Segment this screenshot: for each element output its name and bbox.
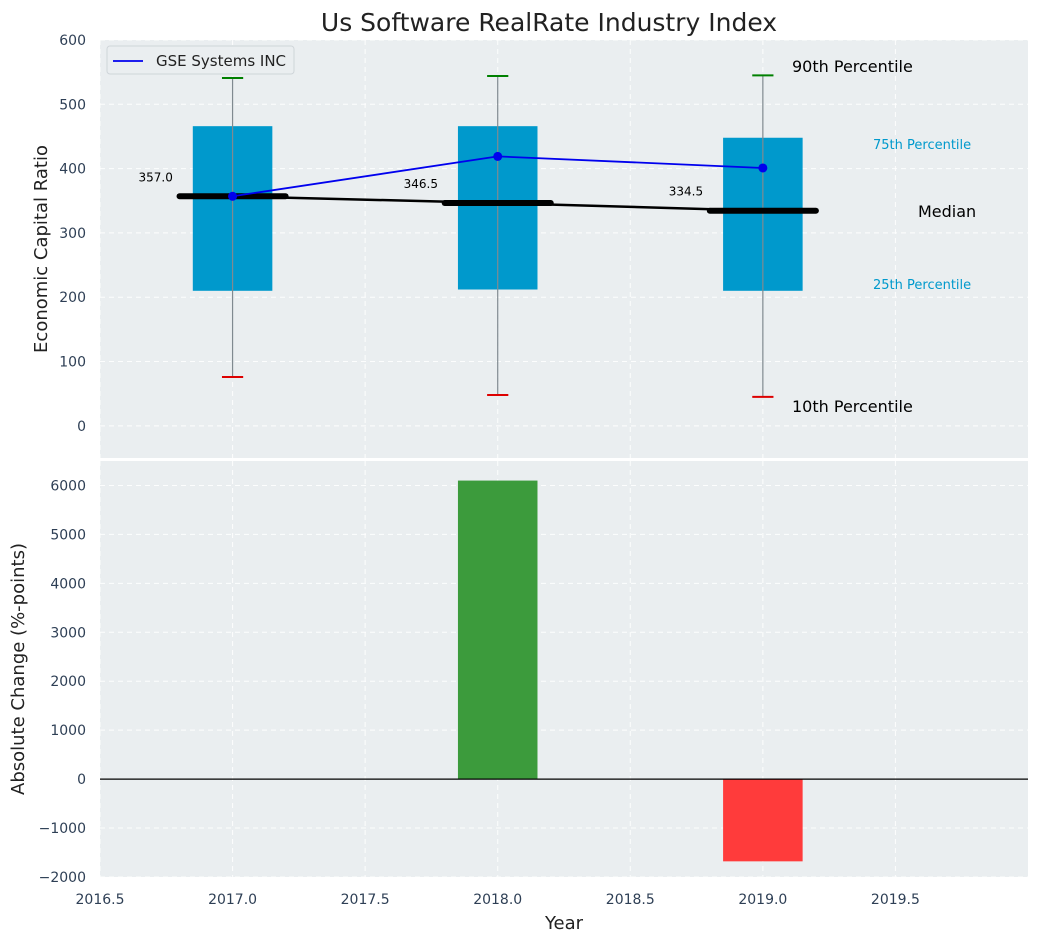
bottom-y-tick-label: 3000 [50,625,86,641]
top-y-tick-label: 300 [59,226,86,242]
bottom-y-tick-label: 1000 [50,723,86,739]
top-y-axis-label: Economic Capital Ratio [31,145,52,353]
median-value-label: 346.5 [404,177,438,191]
bottom-y-axis-label: Absolute Change (%-points) [8,543,29,795]
company-point [493,151,503,161]
top-y-tick-label: 500 [59,97,86,113]
bottom-panel-marks [100,480,1028,862]
x-tick-label: 2018.5 [606,892,655,908]
bottom-y-tick-label: 4000 [50,576,86,592]
annotation-90th-percentile: 90th Percentile [792,57,913,76]
x-tick-label: 2019.0 [738,892,787,908]
bottom-panel-background [100,461,1028,877]
median-value-label: 334.5 [669,185,703,199]
x-tick-label: 2019.5 [871,892,920,908]
company-point [228,191,238,201]
bottom-y-tick-label: −2000 [39,870,86,886]
x-axis-label: Year [544,913,584,934]
negative-change-bar [723,779,803,862]
top-y-tick-label: 100 [59,355,86,371]
x-axis-ticks: 2016.5 2017.0 2017.5 2018.0 2018.5 2019.0 2019… [76,892,920,908]
bottom-y-tick-label: 2000 [50,674,86,690]
top-y-axis-ticks: 0 100 200 300 400 500 600 [59,33,86,435]
x-tick-label: 2016.5 [76,892,125,908]
top-y-tick-label: 400 [59,162,86,178]
chart-title: Us Software RealRate Industry Index [321,8,777,37]
positive-change-bar [457,480,538,780]
bottom-y-tick-label: −1000 [39,821,86,837]
top-y-tick-label: 0 [77,419,86,435]
x-tick-label: 2017.5 [341,892,390,908]
company-point [758,163,768,173]
legend-box [106,45,295,75]
bottom-y-tick-label: 6000 [50,478,86,494]
annotation-75th-percentile: 75th Percentile [873,138,971,153]
annotation-median: Median [918,202,976,221]
bottom-y-tick-label: 0 [77,772,86,788]
x-tick-label: 2018.0 [473,892,522,908]
median-value-label: 357.0 [139,170,173,184]
top-panel-marks: 357.0 346.5 334.5 [139,74,819,398]
top-y-tick-label: 600 [59,33,86,49]
legend-label: GSE Systems INC [156,52,286,70]
legend: GSE Systems INC [106,45,295,75]
annotation-25th-percentile: 25th Percentile [873,278,971,293]
bottom-y-axis-ticks: −2000 −1000 0 1000 2000 3000 4000 5000 6000 [39,478,86,886]
x-tick-label: 2017.0 [208,892,257,908]
top-y-tick-label: 200 [59,290,86,306]
annotation-10th-percentile: 10th Percentile [792,397,913,416]
bottom-y-tick-label: 5000 [50,527,86,543]
